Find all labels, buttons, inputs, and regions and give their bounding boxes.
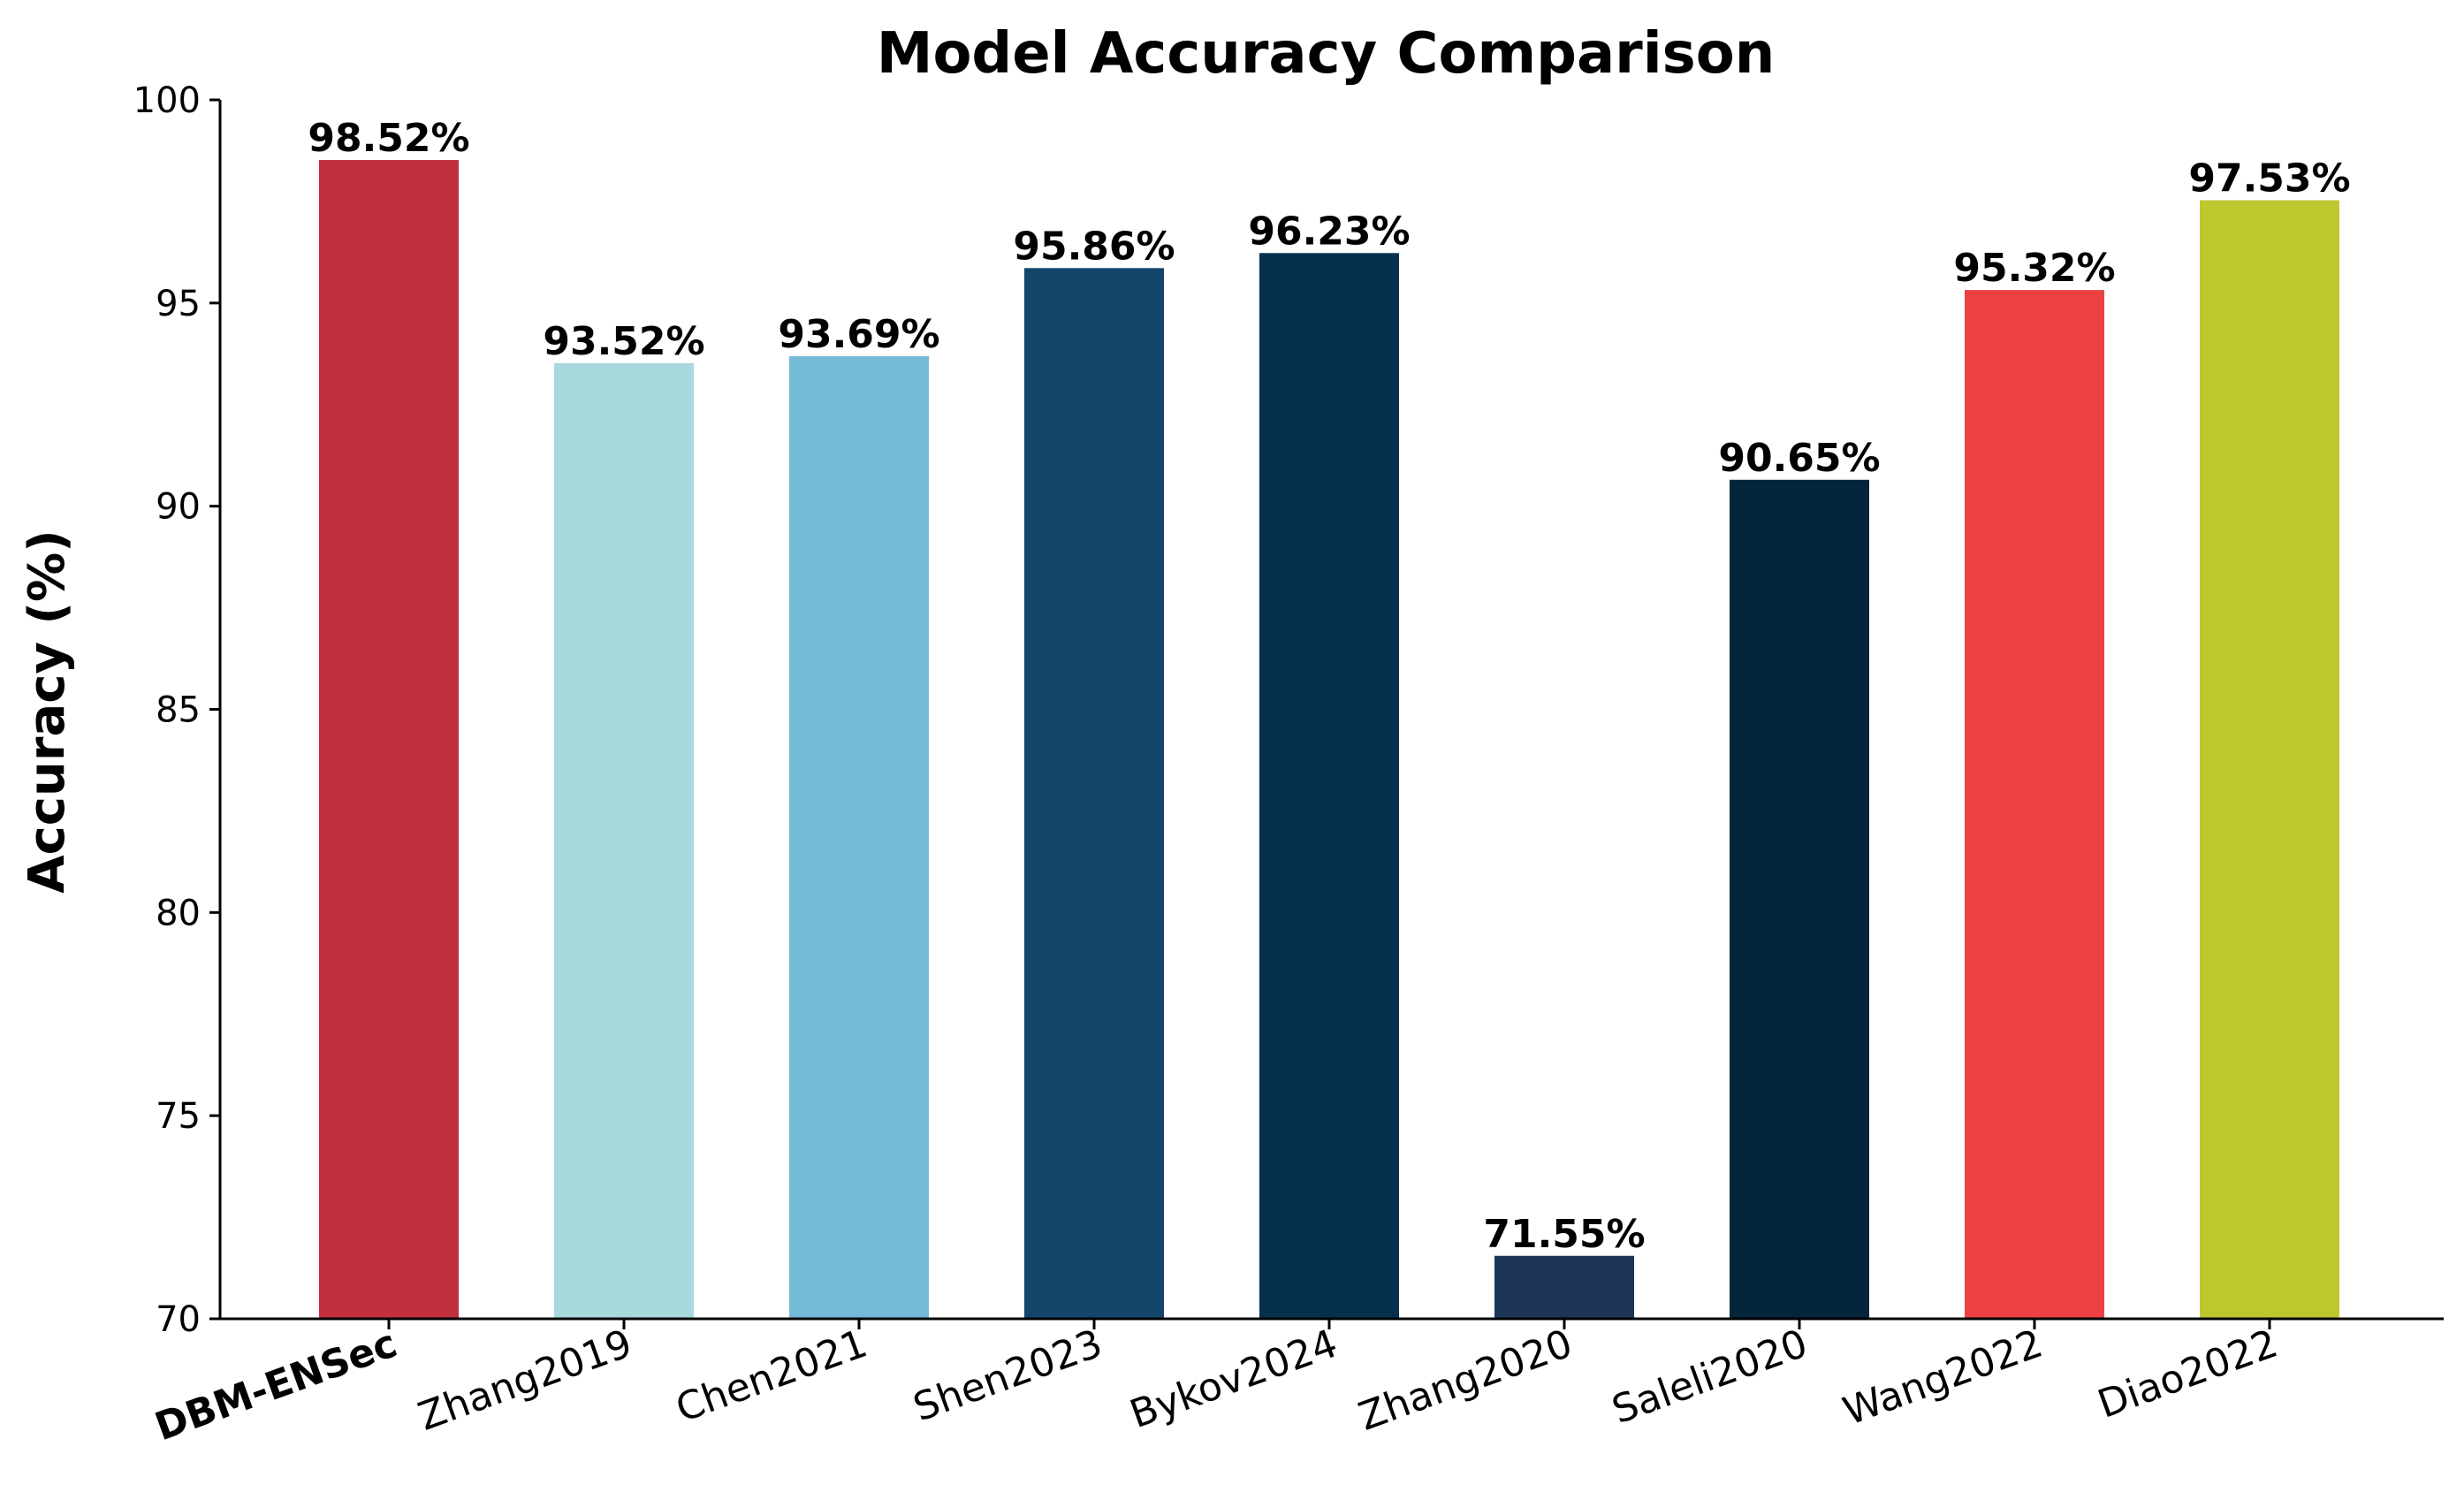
bar xyxy=(2200,200,2339,1319)
bar xyxy=(554,362,694,1319)
bar xyxy=(1730,479,1869,1319)
bar xyxy=(1024,268,1164,1319)
data-label: 90.65% xyxy=(1718,436,1880,481)
data-labels: 98.52% 93.52% 93.69% 95.86% 96.23% 71.55% 90.6… xyxy=(308,116,2350,1257)
y-tick-label: 90 xyxy=(156,487,201,528)
y-axis-label: Accuracy (%) xyxy=(19,529,76,894)
x-tick-label: Shen2023 xyxy=(908,1321,1108,1430)
y-tick-label: 95 xyxy=(156,284,201,324)
x-tick-label: Chen2021 xyxy=(670,1321,872,1431)
x-axis-ticks: DBM-ENSec Zhang2019 Chen2021 Shen2023 Bykov2… xyxy=(149,1319,2284,1450)
x-tick-label: Bykov2024 xyxy=(1124,1321,1343,1437)
bar xyxy=(789,356,929,1319)
bar xyxy=(319,160,459,1320)
x-tick-label: DBM-ENSec xyxy=(149,1321,403,1450)
chart-title: Model Accuracy Comparison xyxy=(877,21,1776,87)
bars xyxy=(319,160,2339,1320)
data-label: 95.32% xyxy=(1953,246,2115,291)
data-label: 98.52% xyxy=(308,116,469,161)
data-label: 71.55% xyxy=(1483,1212,1645,1257)
y-tick-label: 85 xyxy=(156,690,201,731)
x-tick-label: Diao2022 xyxy=(2092,1321,2284,1427)
x-tick-label: Zhang2019 xyxy=(413,1321,638,1439)
y-axis-ticks: 70 75 80 85 90 95 100 xyxy=(133,80,220,1340)
data-label: 97.53% xyxy=(2188,156,2350,202)
data-label: 95.86% xyxy=(1013,224,1175,269)
bar xyxy=(1259,253,1399,1320)
data-label: 96.23% xyxy=(1248,209,1410,254)
data-label: 93.69% xyxy=(778,312,939,357)
y-tick-label: 100 xyxy=(133,80,201,121)
y-tick-label: 70 xyxy=(156,1299,201,1340)
data-label: 93.52% xyxy=(543,319,704,364)
x-tick-label: Saleli2020 xyxy=(1607,1321,1814,1433)
bar xyxy=(1965,290,2104,1319)
x-tick-label: Zhang2020 xyxy=(1353,1321,1578,1439)
y-tick-label: 75 xyxy=(156,1096,201,1137)
x-tick-label: Wang2022 xyxy=(1837,1321,2049,1434)
y-tick-label: 80 xyxy=(156,893,201,933)
bar xyxy=(1494,1255,1634,1319)
